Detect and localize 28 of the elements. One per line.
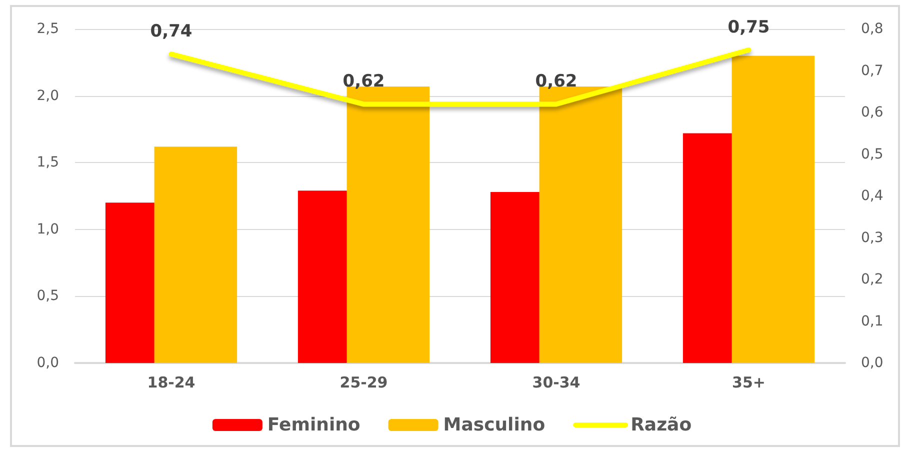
- y2-tick-label: 0,7: [861, 62, 884, 79]
- x-tick-label: 35+: [732, 374, 766, 392]
- y-tick-label: 2,5: [36, 21, 59, 37]
- x-tick-label: 30-34: [532, 374, 580, 392]
- data-label: 0,62: [535, 72, 578, 92]
- y2-tick-label: 0,5: [861, 146, 884, 162]
- legend-label: Razão: [630, 414, 692, 436]
- y2-tick-label: 0,6: [861, 104, 884, 120]
- data-label: 0,75: [728, 17, 770, 38]
- data-label: 0,74: [150, 22, 192, 42]
- y-tick-label: 0,0: [36, 355, 59, 371]
- y2-tick-label: 0,3: [861, 230, 884, 246]
- bar: [732, 56, 815, 363]
- x-tick-label: 18-24: [147, 374, 196, 392]
- y2-tick-label: 0,2: [861, 272, 884, 288]
- data-label: 0,62: [342, 72, 385, 92]
- y-tick-label: 2,0: [36, 88, 59, 104]
- y2-tick-label: 0,8: [861, 21, 884, 37]
- legend-label: Feminino: [267, 414, 360, 436]
- y2-tick-label: 0,1: [861, 313, 884, 330]
- bar: [154, 146, 238, 363]
- y2-tick-label: 0,4: [861, 188, 884, 204]
- x-tick-label: 25-29: [340, 374, 388, 392]
- y2-tick-label: 0,0: [861, 355, 884, 371]
- y-tick-label: 1,5: [36, 154, 59, 171]
- y-tick-label: 1,0: [36, 221, 59, 238]
- y-tick-label: 0,5: [36, 288, 59, 304]
- legend-label: Masculino: [443, 414, 546, 436]
